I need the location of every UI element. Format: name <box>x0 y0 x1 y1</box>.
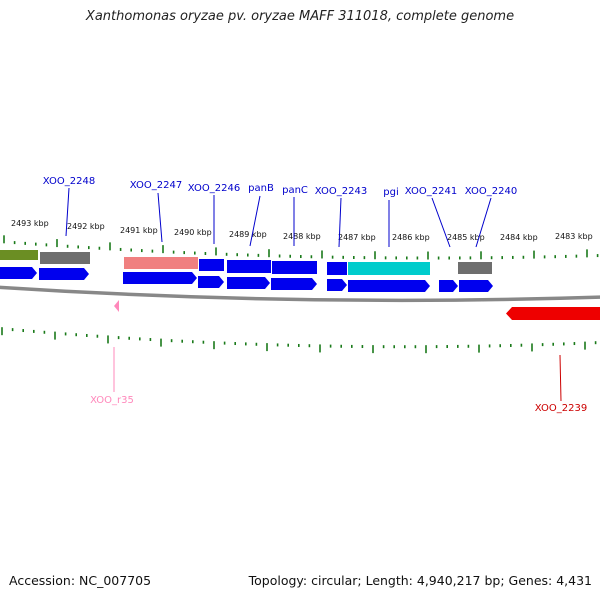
forward-cds-arrow <box>271 278 317 290</box>
gene-label: XOO_2240 <box>465 186 517 197</box>
feature-box <box>227 260 271 273</box>
scale-tick-label: 2493 kbp <box>11 219 49 228</box>
forward-cds-arrow <box>439 280 458 292</box>
gene-label: XOO_2246 <box>188 183 240 194</box>
leader-line <box>249 195 261 247</box>
scale-tick-label: 2486 kbp <box>392 233 430 242</box>
leader-line <box>157 192 163 243</box>
gene-label: XOO_2241 <box>405 186 457 197</box>
leader-line <box>338 197 342 248</box>
leader-line <box>431 197 451 248</box>
gene-label: panB <box>248 183 274 194</box>
genome-backbone <box>0 285 600 303</box>
forward-cds-arrow <box>459 280 493 292</box>
scale-tick-label: 2483 kbp <box>555 232 593 241</box>
outer-tick-ring <box>3 235 599 260</box>
scale-tick-label: 2488 kbp <box>283 232 321 241</box>
gene-label: panC <box>282 185 308 196</box>
scale-tick-label: 2489 kbp <box>229 230 267 239</box>
scale-tick-label: 2484 kbp <box>500 233 538 242</box>
gene-label: XOO_2248 <box>43 176 95 187</box>
feature-box <box>199 259 224 271</box>
scale-tick-label: 2487 kbp <box>338 233 376 242</box>
leader-line <box>475 197 492 248</box>
gene-label: pgi <box>383 187 398 198</box>
gene-label: XOO_2239 <box>535 403 587 414</box>
gene-label: XOO_2247 <box>130 180 182 191</box>
label-leader-lines <box>65 187 562 402</box>
inner-tick-ring <box>1 327 597 354</box>
forward-cds-arrow <box>348 280 430 292</box>
forward-cds-arrow <box>198 276 224 288</box>
scale-tick-label: 2492 kbp <box>67 222 105 231</box>
forward-cds-arrow <box>227 277 270 289</box>
forward-cds-arrow <box>39 268 89 280</box>
leader-line <box>65 187 70 237</box>
feature-box <box>458 262 492 274</box>
forward-cds-arrow <box>327 279 347 291</box>
scale-tick-label: 2490 kbp <box>174 228 212 237</box>
accession-label: Accession: NC_007705 <box>9 573 152 588</box>
scale-labels: 2493 kbp 2492 kbp 2491 kbp 2490 kbp 2489 kbp… <box>11 219 593 242</box>
feature-box <box>327 262 347 275</box>
forward-cds-arrow <box>0 267 37 279</box>
feature-track <box>0 250 600 320</box>
gene-labels: XOO_2248 XOO_2247 XOO_2246 panB panC XOO_2243… <box>43 176 587 414</box>
scale-tick-label: 2491 kbp <box>120 226 158 235</box>
forward-cds-arrow <box>123 272 197 284</box>
feature-box <box>0 250 38 260</box>
genome-title: Xanthomonas oryzae pv. oryzae MAFF 31101… <box>85 9 515 24</box>
leader-line <box>559 354 562 402</box>
reverse-cds-arrow <box>506 307 600 320</box>
rna-marker <box>114 300 119 312</box>
gene-label: XOO_r35 <box>90 395 134 406</box>
gene-label: XOO_2243 <box>315 186 367 197</box>
topology-label: Topology: circular; Length: 4,940,217 bp… <box>248 573 592 588</box>
feature-box <box>348 262 430 275</box>
feature-box <box>124 257 198 269</box>
feature-box <box>40 252 90 264</box>
scale-tick-label: 2485 kbp <box>447 233 485 242</box>
feature-box <box>272 261 317 274</box>
